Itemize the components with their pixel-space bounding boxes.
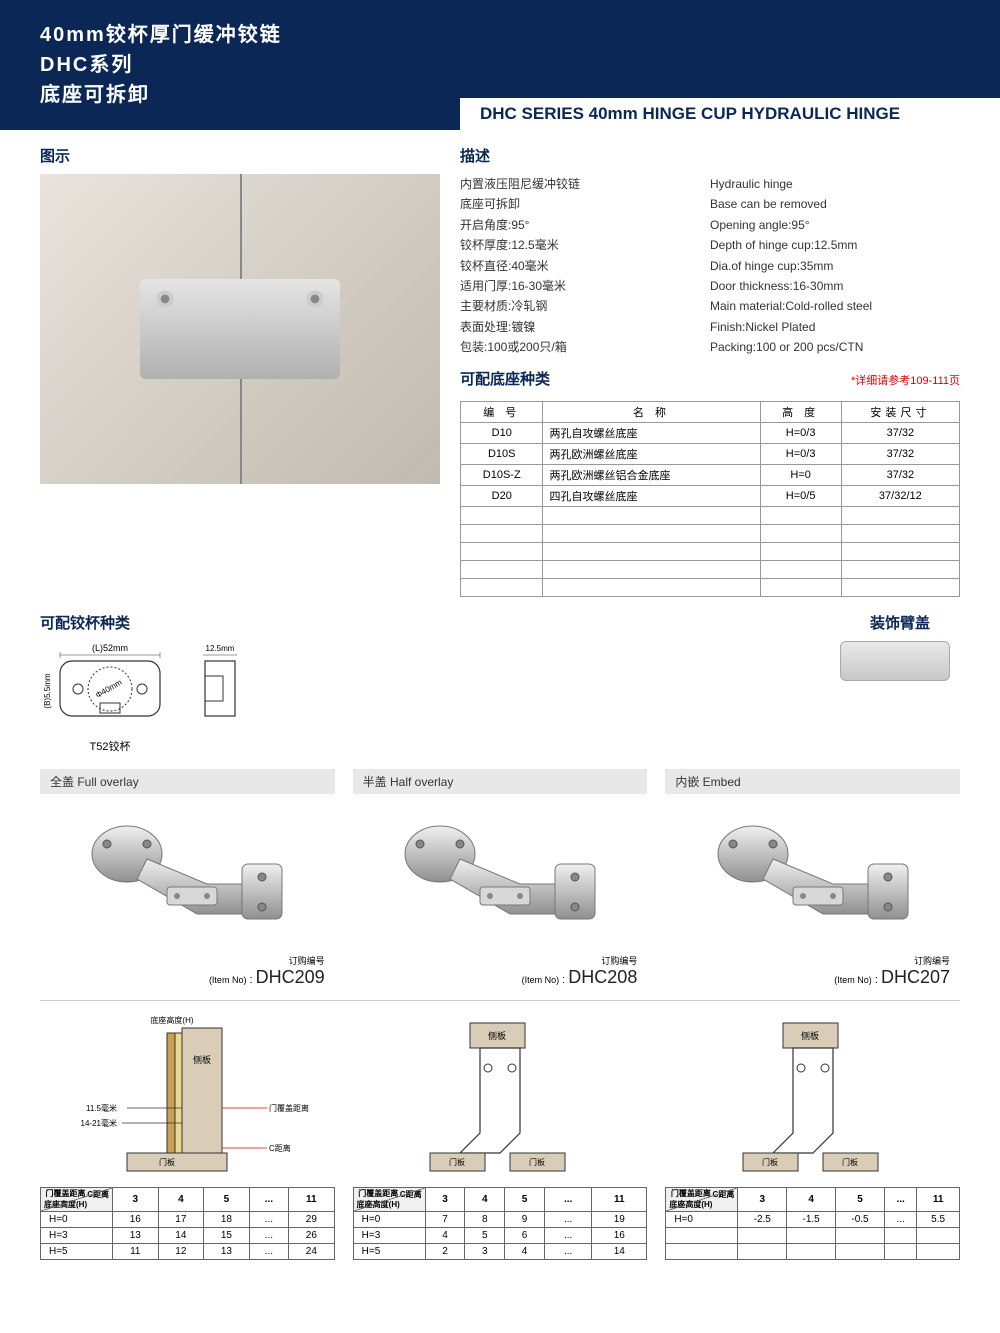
- section-deco-cover: 装饰臂盖: [840, 612, 960, 633]
- product-photo: [40, 174, 440, 484]
- desc-cn: 铰杯厚度:12.5毫米: [460, 235, 710, 255]
- tech-diagram: 侧板 门板 门板: [665, 1013, 960, 1183]
- dimension-table: C距离门覆盖距离底座高度(H)345...11H=0-2.5-1.5-0.5..…: [665, 1187, 960, 1260]
- title-line-2: DHC系列: [40, 50, 960, 80]
- page-header: 40mm铰杯厚门缓冲铰链 DHC系列 底座可拆卸 DHC SERIES 40mm…: [0, 0, 1000, 130]
- description-grid: 内置液压阻尼缓冲铰链Hydraulic hinge底座可拆卸Base can b…: [460, 174, 960, 358]
- desc-cn: 适用门厚:16-30毫米: [460, 276, 710, 296]
- title-line-1: 40mm铰杯厚门缓冲铰链: [40, 20, 960, 50]
- overlay-label: 全盖 Full overlay: [40, 769, 335, 794]
- svg-text:侧板: 侧板: [801, 1030, 819, 1041]
- item-number: 订购编号(Item No) : DHC209: [40, 954, 335, 988]
- svg-text:(L)52mm: (L)52mm: [92, 643, 128, 653]
- dimension-table: C距离门覆盖距离底座高度(H)345...11H=0161718...29H=3…: [40, 1187, 335, 1260]
- cup-caption: T52铰杯: [40, 738, 180, 754]
- svg-text:(B)5.5mm: (B)5.5mm: [43, 673, 52, 708]
- overlay-label: 内嵌 Embed: [665, 769, 960, 794]
- desc-cn: 底座可拆卸: [460, 194, 710, 214]
- hinge-render: [353, 794, 648, 954]
- desc-cn: 开启角度:95°: [460, 215, 710, 235]
- desc-cn: 主要材质:冷轧钢: [460, 296, 710, 316]
- section-description: 描述: [460, 145, 960, 166]
- svg-text:14-21毫米: 14-21毫米: [81, 1118, 117, 1128]
- svg-text:侧板: 侧板: [488, 1030, 506, 1041]
- desc-en: Opening angle:95°: [710, 215, 960, 235]
- svg-text:12.5mm: 12.5mm: [206, 644, 235, 653]
- desc-cn: 内置液压阻尼缓冲铰链: [460, 174, 710, 194]
- desc-cn: 包装:100或200只/箱: [460, 337, 710, 357]
- desc-en: Base can be removed: [710, 194, 960, 214]
- deco-cover-image: [840, 641, 950, 681]
- svg-text:门覆盖距离: 门覆盖距离: [269, 1103, 309, 1113]
- desc-en: Packing:100 or 200 pcs/CTN: [710, 337, 960, 357]
- section-illustration: 图示: [40, 145, 440, 166]
- svg-text:门板: 门板: [449, 1157, 465, 1167]
- svg-text:侧板: 侧板: [193, 1054, 211, 1065]
- svg-text:门板: 门板: [762, 1157, 778, 1167]
- desc-cn: 铰杯直径:40毫米: [460, 256, 710, 276]
- hinge-render: [40, 794, 335, 954]
- section-base-types: 可配底座种类: [460, 368, 550, 389]
- svg-text:11.5毫米: 11.5毫米: [86, 1103, 117, 1113]
- svg-text:门板: 门板: [159, 1157, 175, 1167]
- desc-en: Finish:Nickel Plated: [710, 317, 960, 337]
- tech-diagram: 底座高度(H) 侧板 11.5毫米 14-21毫米 门板 门覆盖距离 C距离: [40, 1013, 335, 1183]
- desc-en: Door thickness:16-30mm: [710, 276, 960, 296]
- subtitle-bar: DHC SERIES 40mm HINGE CUP HYDRAULIC HING…: [460, 96, 1000, 130]
- desc-en: Hydraulic hinge: [710, 174, 960, 194]
- hinge-render: [665, 794, 960, 954]
- desc-cn: 表面处理:镀镍: [460, 317, 710, 337]
- desc-en: Main material:Cold-rolled steel: [710, 296, 960, 316]
- item-number: 订购编号(Item No) : DHC207: [665, 954, 960, 988]
- item-number: 订购编号(Item No) : DHC208: [353, 954, 648, 988]
- base-types-table: 编 号名 称高 度安装尺寸D10两孔自攻螺丝底座H=0/337/32D10S两孔…: [460, 401, 960, 597]
- svg-text:底座高度(H): 底座高度(H): [151, 1015, 194, 1025]
- svg-text:C距离: C距离: [269, 1143, 291, 1153]
- desc-en: Depth of hinge cup:12.5mm: [710, 235, 960, 255]
- cup-diagram: (L)52mm (B)5.5mm Φ40mm T52铰杯: [40, 641, 440, 754]
- svg-text:Φ40mm: Φ40mm: [94, 677, 124, 699]
- desc-en: Dia.of hinge cup:35mm: [710, 256, 960, 276]
- reference-note: *详细请参考109-111页: [851, 372, 960, 388]
- svg-text:门板: 门板: [529, 1157, 545, 1167]
- section-cup-types: 可配铰杯种类: [40, 612, 440, 633]
- svg-text:门板: 门板: [842, 1157, 858, 1167]
- overlay-label: 半盖 Half overlay: [353, 769, 648, 794]
- dimension-table: C距离门覆盖距离底座高度(H)345...11H=0789...19H=3456…: [353, 1187, 648, 1260]
- tech-diagram: 侧板 门板 门板: [353, 1013, 648, 1183]
